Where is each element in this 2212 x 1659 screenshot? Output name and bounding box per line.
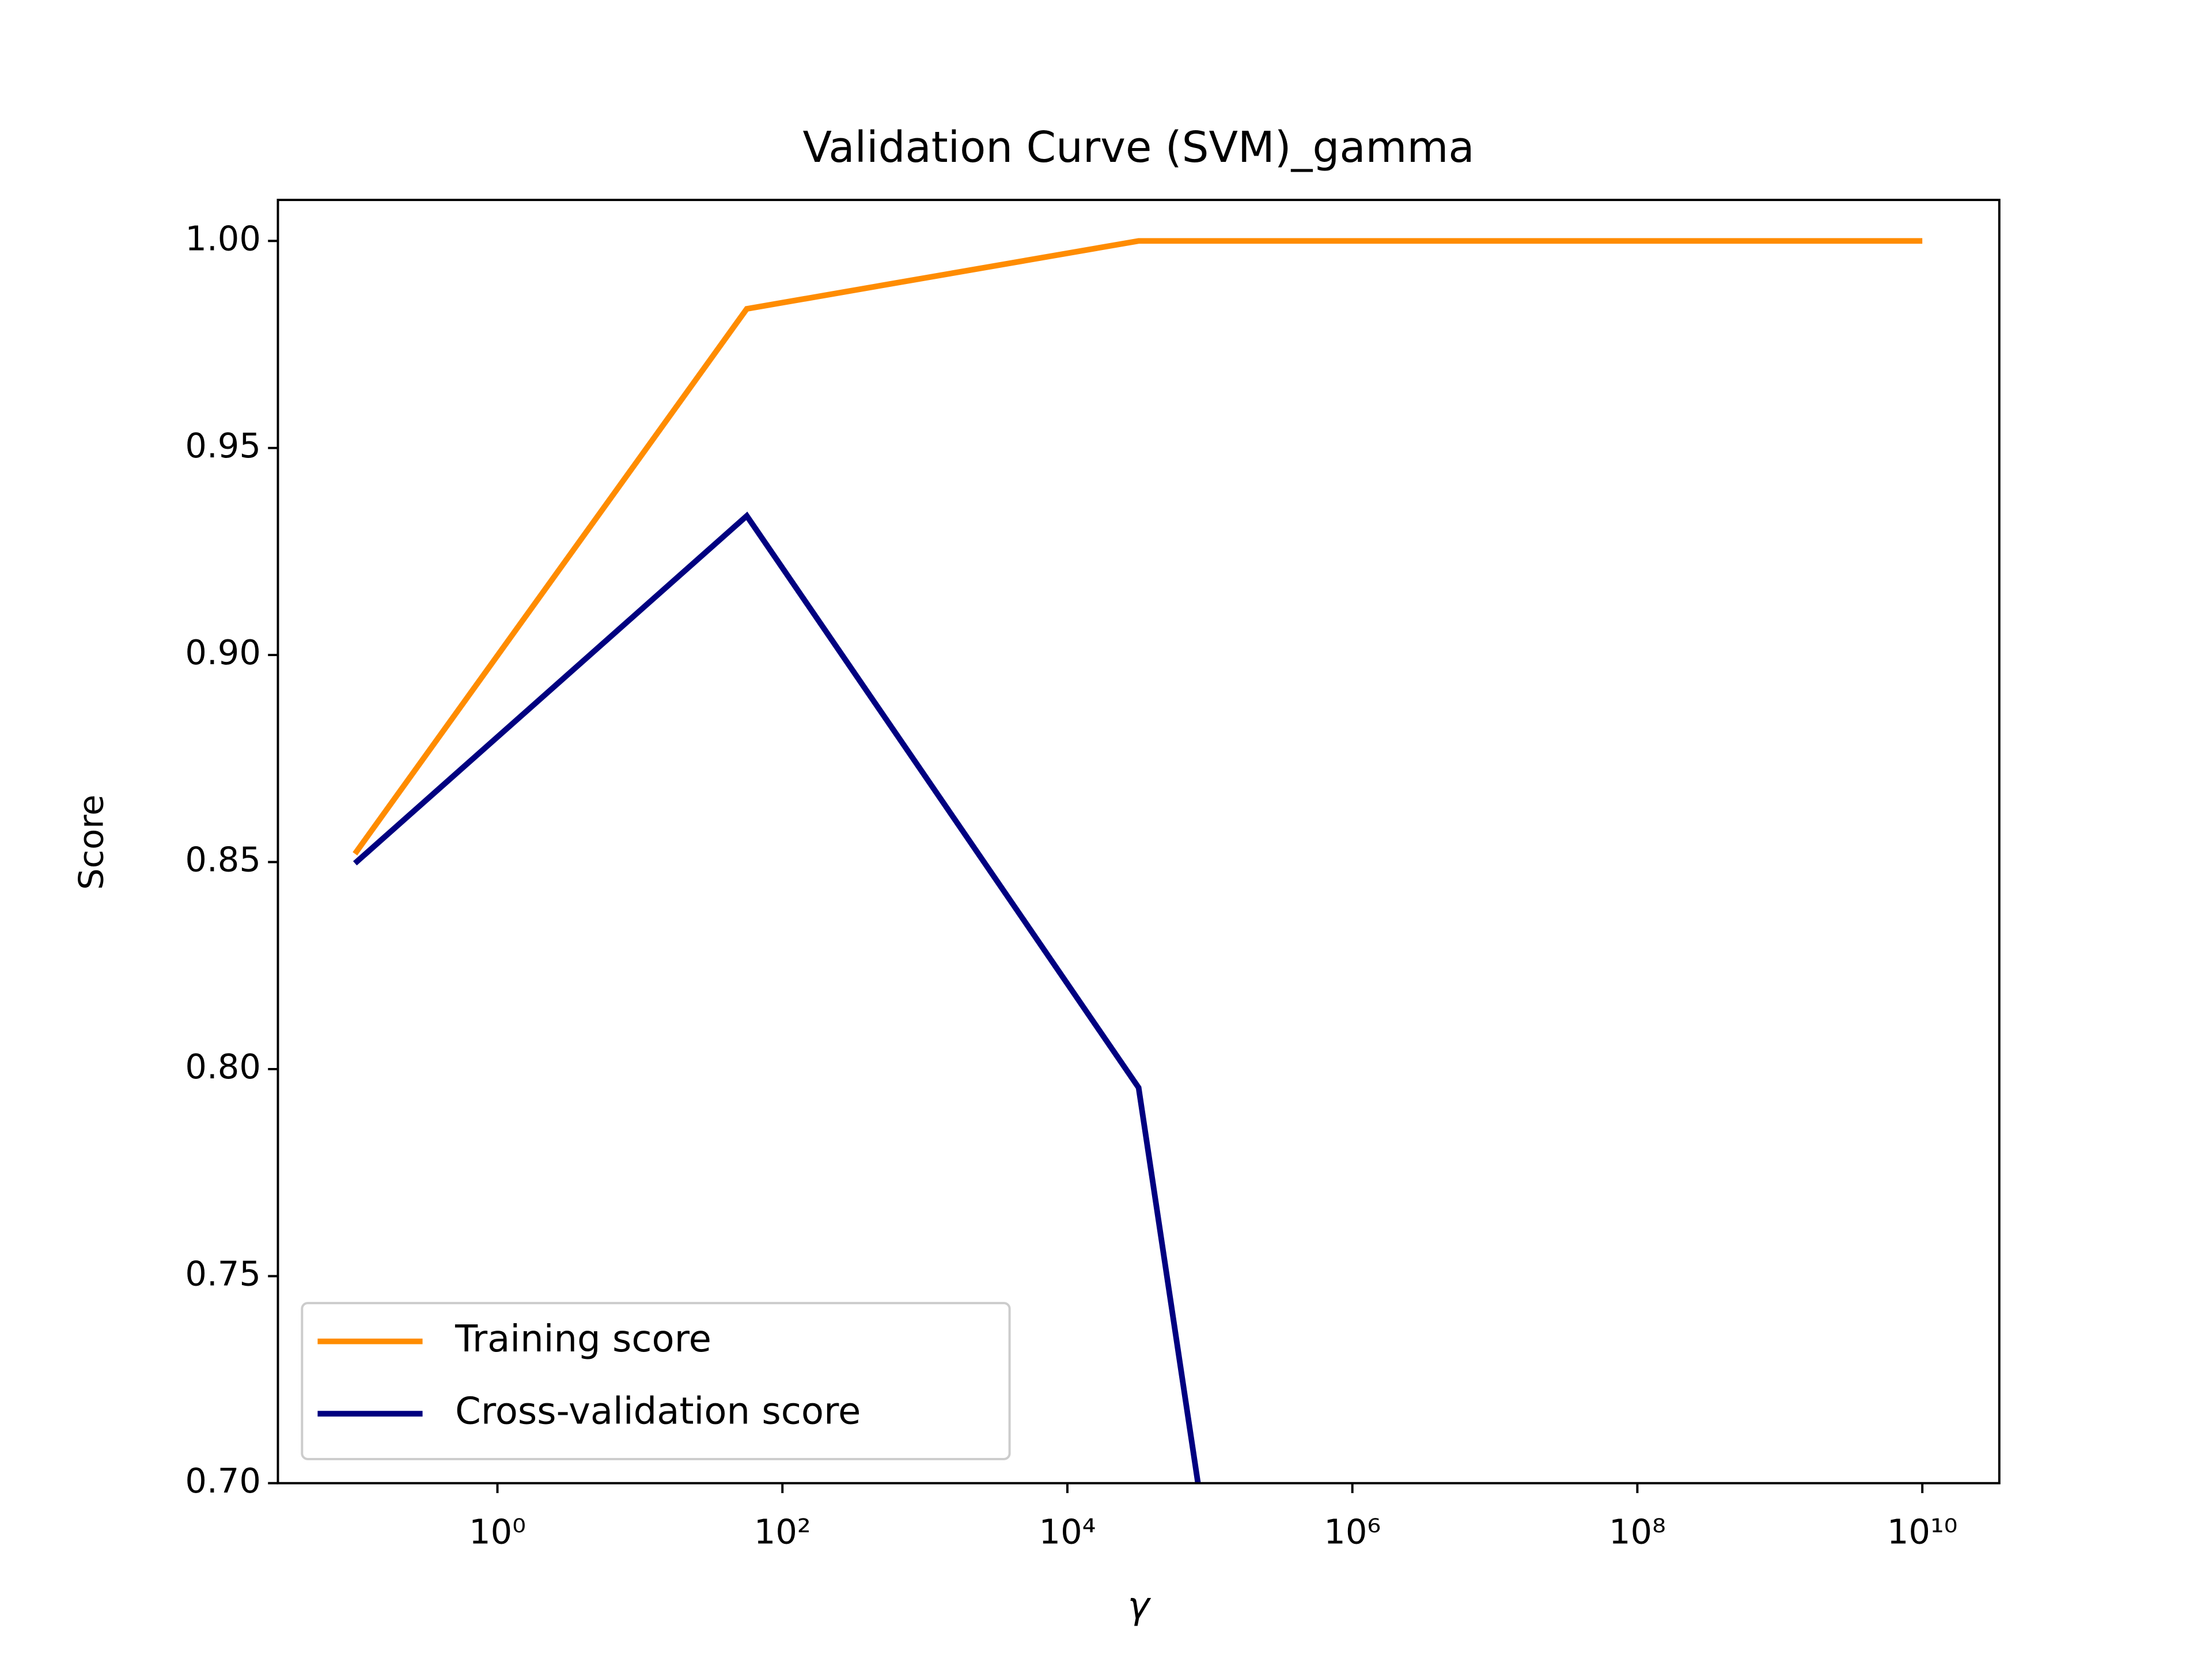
y-tick-label: 0.85: [185, 840, 261, 880]
y-tick-label: 0.75: [185, 1253, 261, 1293]
chart-title: Validation Curve (SVM)_gamma: [803, 123, 1475, 172]
legend-box: [301, 1302, 1011, 1460]
series-line: [353, 512, 1201, 1483]
x-tick-label: 10²: [754, 1512, 811, 1551]
legend: Training score Cross-validation score: [301, 1302, 1011, 1460]
y-axis-label: Score: [71, 794, 111, 889]
y-tick-label: 0.95: [185, 426, 261, 465]
x-tick-label: 10⁸: [1609, 1512, 1666, 1551]
x-tick-label: 10⁰: [469, 1512, 526, 1551]
y-tick-label: 1.00: [185, 218, 261, 258]
series-line: [353, 238, 1923, 855]
y-tick-label: 0.80: [185, 1047, 261, 1086]
plot-area: [353, 238, 1923, 1483]
x-axis-label: γ: [1128, 1585, 1152, 1627]
y-tick-label: 0.90: [185, 632, 261, 672]
x-tick-label: 10⁴: [1039, 1512, 1096, 1551]
x-tick-label: 10⁶: [1324, 1512, 1381, 1551]
legend-label: Training score: [454, 1318, 711, 1361]
legend-label: Cross-validation score: [455, 1391, 861, 1433]
axes-frame: [276, 199, 2001, 1484]
y-tick-label: 0.70: [185, 1461, 261, 1501]
x-tick-label: 10¹⁰: [1887, 1512, 1958, 1551]
